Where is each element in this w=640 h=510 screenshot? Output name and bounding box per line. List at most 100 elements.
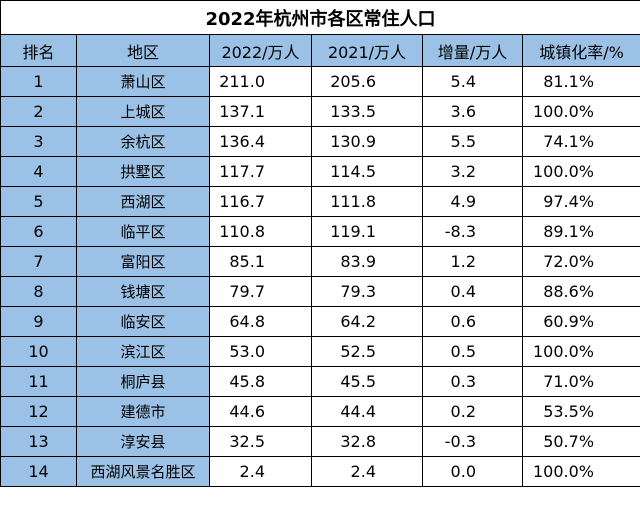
- title-row: 2022年杭州市各区常住人口: [0, 0, 640, 35]
- cell-pop-2021: 79.3: [311, 276, 423, 307]
- cell-pop-2022: 211.0: [209, 66, 312, 97]
- cell-increase: 0.2: [422, 396, 523, 427]
- cell-pop-2021: 133.5: [311, 96, 423, 127]
- cell-increase: 0.3: [422, 366, 523, 397]
- table-row: 4 拱墅区 117.7 114.5 3.2 100.0%: [0, 156, 640, 187]
- cell-pop-2021: 52.5: [311, 336, 423, 367]
- table-row: 5 西湖区 116.7 111.8 4.9 97.4%: [0, 186, 640, 217]
- table-row: 9 临安区 64.8 64.2 0.6 60.9%: [0, 306, 640, 337]
- cell-region: 上城区: [76, 96, 210, 127]
- table-title: 2022年杭州市各区常住人口: [0, 0, 640, 35]
- cell-urbanization: 88.6%: [521, 276, 640, 307]
- cell-pop-2022: 45.8: [209, 366, 312, 397]
- cell-increase: 3.2: [422, 156, 523, 187]
- cell-rank: 9: [0, 306, 77, 337]
- cell-urbanization: 100.0%: [521, 336, 640, 367]
- cell-increase: 1.2: [422, 246, 523, 277]
- cell-rank: 4: [0, 156, 77, 187]
- cell-pop-2022: 79.7: [209, 276, 312, 307]
- cell-pop-2022: 117.7: [209, 156, 312, 187]
- cell-rank: 11: [0, 366, 77, 397]
- cell-urbanization: 72.0%: [521, 246, 640, 277]
- cell-region: 建德市: [76, 396, 210, 427]
- header-pop-2021: 2021/万人: [311, 34, 423, 67]
- header-pop-2022: 2022/万人: [209, 34, 312, 67]
- cell-urbanization: 74.1%: [521, 126, 640, 157]
- cell-pop-2022: 32.5: [209, 426, 312, 457]
- cell-pop-2021: 45.5: [311, 366, 423, 397]
- cell-increase: 5.5: [422, 126, 523, 157]
- cell-pop-2021: 44.4: [311, 396, 423, 427]
- cell-increase: 0.0: [422, 456, 523, 487]
- table-row: 11 桐庐县 45.8 45.5 0.3 71.0%: [0, 366, 640, 397]
- table-row: 14 西湖风景名胜区 2.4 2.4 0.0 100.0%: [0, 456, 640, 487]
- header-region: 地区: [76, 34, 210, 67]
- cell-region: 钱塘区: [76, 276, 210, 307]
- cell-pop-2021: 32.8: [311, 426, 423, 457]
- cell-region: 临安区: [76, 306, 210, 337]
- cell-pop-2022: 53.0: [209, 336, 312, 367]
- cell-urbanization: 60.9%: [521, 306, 640, 337]
- cell-pop-2022: 64.8: [209, 306, 312, 337]
- cell-rank: 14: [0, 456, 77, 487]
- cell-increase: 0.5: [422, 336, 523, 367]
- cell-region: 西湖区: [76, 186, 210, 217]
- table-row: 7 富阳区 85.1 83.9 1.2 72.0%: [0, 246, 640, 277]
- table-row: 13 淳安县 32.5 32.8 -0.3 50.7%: [0, 426, 640, 457]
- cell-region: 余杭区: [76, 126, 210, 157]
- cell-region: 临平区: [76, 216, 210, 247]
- table-row: 6 临平区 110.8 119.1 -8.3 89.1%: [0, 216, 640, 247]
- cell-rank: 12: [0, 396, 77, 427]
- cell-region: 拱墅区: [76, 156, 210, 187]
- cell-region: 西湖风景名胜区: [76, 456, 210, 487]
- cell-pop-2021: 83.9: [311, 246, 423, 277]
- population-table: 2022年杭州市各区常住人口 排名 地区 2022/万人 2021/万人 增量/…: [0, 0, 640, 487]
- header-urbanization: 城镇化率/%: [521, 34, 640, 67]
- cell-urbanization: 50.7%: [521, 426, 640, 457]
- cell-region: 滨江区: [76, 336, 210, 367]
- table-row: 12 建德市 44.6 44.4 0.2 53.5%: [0, 396, 640, 427]
- header-increase: 增量/万人: [422, 34, 523, 67]
- table-row: 1 萧山区 211.0 205.6 5.4 81.1%: [0, 66, 640, 97]
- cell-urbanization: 100.0%: [521, 96, 640, 127]
- cell-pop-2021: 205.6: [311, 66, 423, 97]
- cell-pop-2021: 2.4: [311, 456, 423, 487]
- cell-urbanization: 89.1%: [521, 216, 640, 247]
- cell-urbanization: 81.1%: [521, 66, 640, 97]
- cell-urbanization: 53.5%: [521, 396, 640, 427]
- table-body: 1 萧山区 211.0 205.6 5.4 81.1% 2 上城区 137.1 133.5 3.6 1…: [0, 66, 640, 487]
- cell-rank: 7: [0, 246, 77, 277]
- table-row: 3 余杭区 136.4 130.9 5.5 74.1%: [0, 126, 640, 157]
- cell-urbanization: 100.0%: [521, 456, 640, 487]
- cell-rank: 10: [0, 336, 77, 367]
- cell-urbanization: 100.0%: [521, 156, 640, 187]
- cell-pop-2021: 130.9: [311, 126, 423, 157]
- cell-pop-2022: 44.6: [209, 396, 312, 427]
- cell-pop-2022: 2.4: [209, 456, 312, 487]
- cell-pop-2022: 136.4: [209, 126, 312, 157]
- cell-pop-2021: 111.8: [311, 186, 423, 217]
- cell-increase: 4.9: [422, 186, 523, 217]
- cell-rank: 5: [0, 186, 77, 217]
- cell-pop-2022: 110.8: [209, 216, 312, 247]
- cell-urbanization: 97.4%: [521, 186, 640, 217]
- cell-pop-2022: 85.1: [209, 246, 312, 277]
- cell-rank: 3: [0, 126, 77, 157]
- table-row: 8 钱塘区 79.7 79.3 0.4 88.6%: [0, 276, 640, 307]
- cell-region: 桐庐县: [76, 366, 210, 397]
- cell-region: 富阳区: [76, 246, 210, 277]
- cell-increase: -8.3: [422, 216, 523, 247]
- table-row: 10 滨江区 53.0 52.5 0.5 100.0%: [0, 336, 640, 367]
- cell-urbanization: 71.0%: [521, 366, 640, 397]
- cell-region: 淳安县: [76, 426, 210, 457]
- cell-rank: 6: [0, 216, 77, 247]
- cell-pop-2022: 137.1: [209, 96, 312, 127]
- cell-rank: 8: [0, 276, 77, 307]
- cell-increase: 5.4: [422, 66, 523, 97]
- table-row: 2 上城区 137.1 133.5 3.6 100.0%: [0, 96, 640, 127]
- cell-increase: 0.4: [422, 276, 523, 307]
- cell-increase: 3.6: [422, 96, 523, 127]
- cell-pop-2022: 116.7: [209, 186, 312, 217]
- header-rank: 排名: [0, 34, 77, 67]
- cell-increase: -0.3: [422, 426, 523, 457]
